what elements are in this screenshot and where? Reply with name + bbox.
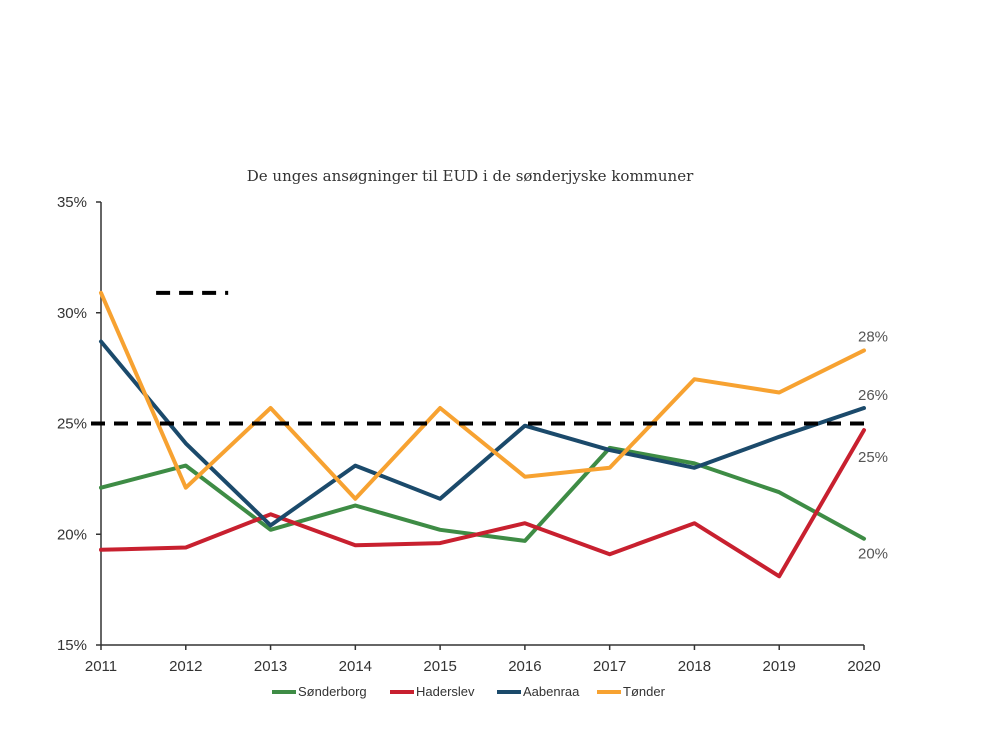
legend-item-sønderborg: Sønderborg bbox=[272, 684, 367, 699]
legend-label: Tønder bbox=[623, 684, 666, 699]
series-line-sønderborg bbox=[99, 445, 866, 543]
legend-label: Sønderborg bbox=[298, 684, 367, 699]
reference-lines bbox=[91, 290, 869, 426]
legend-item-tønder: Tønder bbox=[597, 684, 666, 699]
x-tick-label: 2019 bbox=[763, 658, 796, 675]
x-tick-label: 2020 bbox=[847, 658, 880, 675]
series-line-aabenraa bbox=[99, 339, 866, 528]
end-label-aabenraa: 26% bbox=[858, 387, 888, 404]
legend-label: Haderslev bbox=[416, 684, 475, 699]
x-tick-label: 2015 bbox=[423, 658, 456, 675]
end-label-sønderborg: 20% bbox=[858, 546, 888, 563]
y-tick-label: 25% bbox=[57, 416, 87, 433]
x-tick-label: 2014 bbox=[339, 658, 372, 675]
legend-item-aabenraa: Aabenraa bbox=[497, 684, 580, 699]
legend: Sønderborg Haderslev Aabenraa Tønder bbox=[272, 684, 666, 699]
x-tick-label: 2018 bbox=[678, 658, 711, 675]
y-tick-label: 30% bbox=[57, 305, 87, 322]
x-tick-label: 2012 bbox=[169, 658, 202, 675]
end-label-tønder: 28% bbox=[858, 328, 888, 345]
x-tick-label: 2016 bbox=[508, 658, 541, 675]
legend-label: Aabenraa bbox=[523, 684, 580, 699]
axes: 15% 20% 25% 30% 35% 2011 2012 2013 2014 2015 2016 2… bbox=[57, 194, 881, 675]
legend-item-haderslev: Haderslev bbox=[390, 684, 475, 699]
end-labels: 20% 25% 26% 28% bbox=[858, 328, 888, 562]
end-label-haderslev: 25% bbox=[858, 449, 888, 466]
x-tick-label: 2011 bbox=[85, 658, 117, 675]
series-line-haderslev bbox=[99, 428, 866, 579]
x-tick-label: 2013 bbox=[254, 658, 287, 675]
y-tick-label: 35% bbox=[57, 194, 87, 211]
x-tick-label: 2017 bbox=[593, 658, 626, 675]
chart-title: De unges ansøgninger til EUD i de sønder… bbox=[247, 167, 694, 185]
y-tick-label: 15% bbox=[57, 637, 87, 654]
series-line-tønder bbox=[99, 290, 866, 501]
series-lines bbox=[99, 290, 866, 579]
y-tick-label: 20% bbox=[57, 526, 87, 543]
